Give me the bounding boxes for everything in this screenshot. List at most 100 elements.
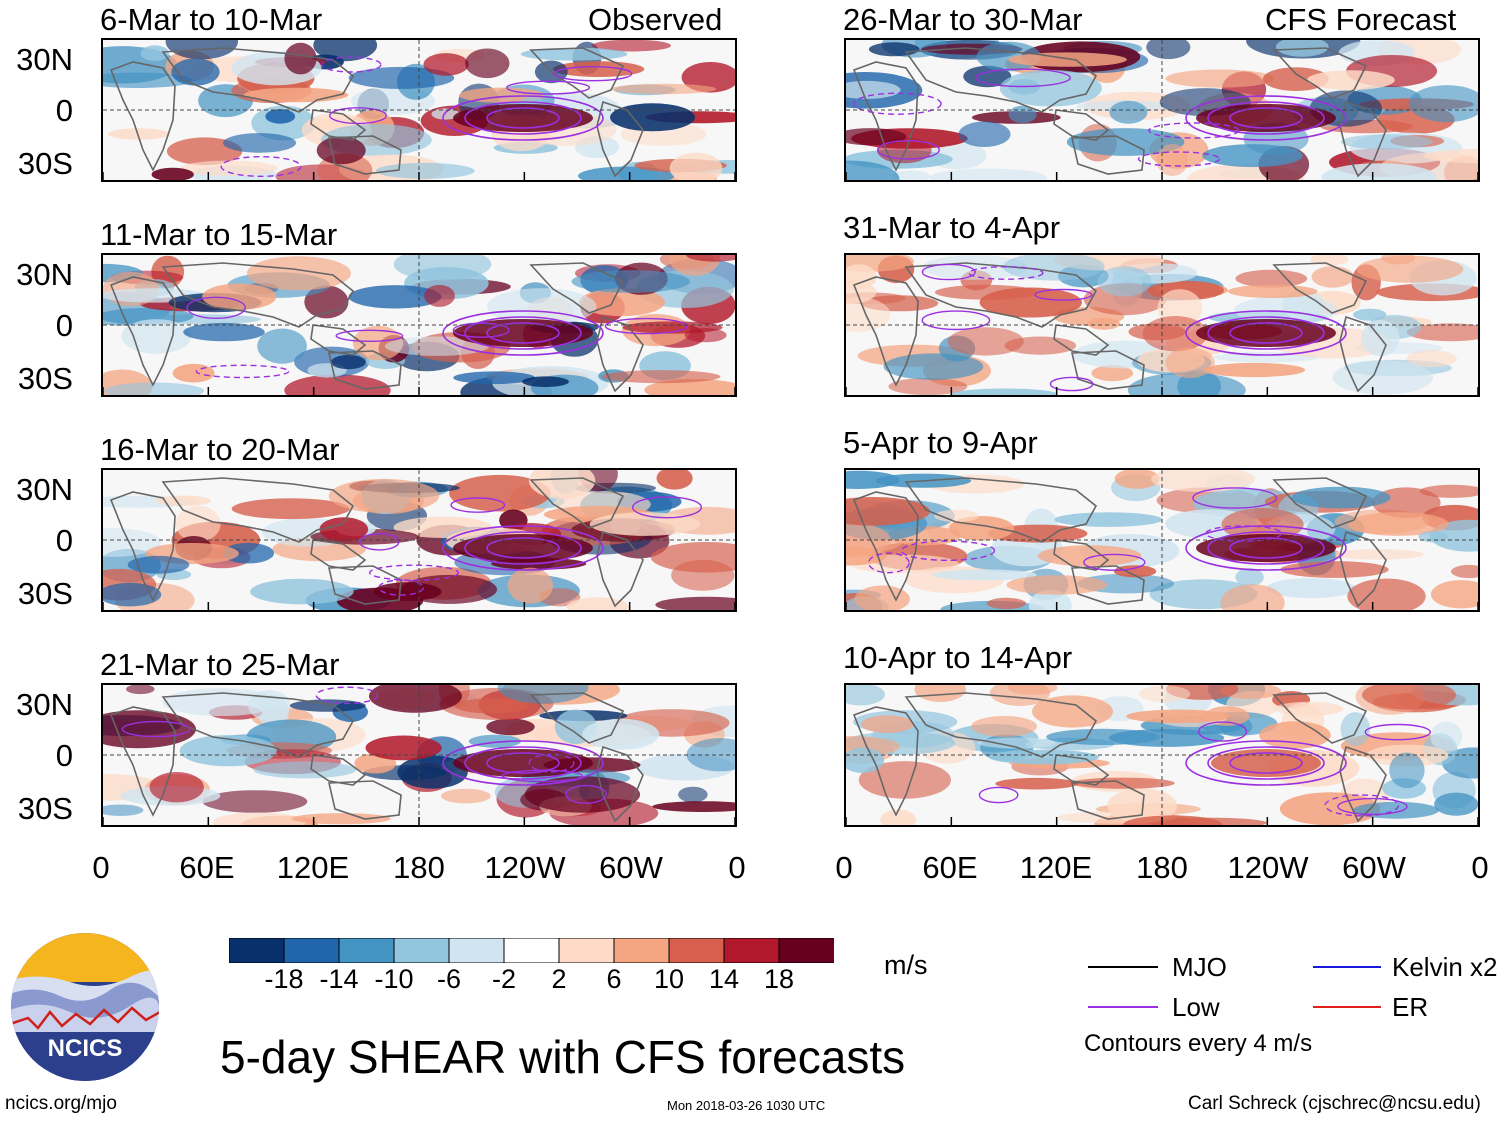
shear-anomaly-blob — [846, 160, 900, 180]
coastline — [161, 47, 355, 113]
shear-anomaly-blob — [934, 509, 979, 523]
shear-anomaly-blob — [1113, 565, 1157, 578]
low-contour — [329, 107, 387, 125]
shear-anomaly-blob — [1007, 685, 1058, 695]
legend-line-kelvin — [1313, 966, 1381, 968]
map-panel-obs-2 — [101, 253, 737, 397]
low-contour — [1185, 95, 1347, 141]
coastline — [310, 539, 367, 571]
low-contour — [1185, 740, 1347, 786]
shear-anomaly-blob — [610, 103, 695, 132]
footer-credit: Carl Schreck (cjschrec@ncsu.edu) — [1188, 1093, 1481, 1114]
low-contour — [921, 263, 976, 281]
coastline — [529, 477, 625, 529]
low-contour — [1324, 794, 1400, 817]
shear-anomaly-blob — [284, 42, 317, 75]
low-contour — [486, 322, 560, 344]
shear-anomaly-blob — [212, 812, 306, 825]
lat-label-30s: 30S — [17, 791, 73, 826]
shear-anomaly-blob — [1311, 266, 1354, 288]
shear-anomaly-blob — [1280, 561, 1389, 578]
low-contour — [442, 310, 604, 356]
coastline — [1053, 109, 1110, 141]
shear-anomaly-blob — [999, 69, 1102, 107]
shear-anomaly-blob — [172, 363, 215, 383]
shear-anomaly-blob — [528, 470, 596, 499]
lon-label-120e: 120E — [1019, 850, 1093, 885]
shear-anomaly-blob — [860, 715, 914, 733]
shear-anomaly-blob — [655, 596, 735, 610]
legend-line-er — [1313, 1006, 1381, 1008]
lon-label-0: 0 — [835, 850, 853, 885]
shear-anomaly-blob — [669, 152, 723, 180]
shear-anomaly-blob — [1279, 792, 1381, 825]
shear-anomaly-blob — [524, 776, 641, 813]
shear-anomaly-blob — [487, 288, 597, 326]
shear-anomaly-blob — [155, 495, 211, 507]
shear-anomaly-blob — [846, 297, 891, 332]
shear-anomaly-blob — [601, 370, 721, 384]
shear-anomaly-blob — [686, 738, 735, 772]
coastline — [852, 706, 919, 817]
lat-label-eq: 0 — [55, 93, 73, 128]
shear-anomaly-blob — [1434, 792, 1478, 816]
lat-label-eq: 0 — [55, 308, 73, 343]
lon-label-60w: 60W — [1342, 850, 1406, 885]
low-contour — [1185, 310, 1347, 356]
legend-line-mjo — [1088, 966, 1158, 968]
shear-anomaly-blob — [684, 328, 727, 343]
cfs-forecast-label: CFS Forecast — [1265, 2, 1457, 37]
shear-anomaly-blob — [423, 53, 469, 76]
low-contour — [1207, 316, 1325, 350]
shear-anomaly-blob — [465, 48, 510, 79]
coastline — [1272, 47, 1368, 99]
colorbar-swatch — [393, 937, 450, 964]
panel-title-obs-2: 11-Mar to 15-Mar — [100, 217, 338, 252]
colorbar-tick-label: -10 — [374, 964, 414, 994]
low-contour — [900, 540, 996, 561]
shear-anomaly-blob — [243, 87, 349, 103]
lat-label-eq: 0 — [55, 523, 73, 558]
shear-anomaly-blob — [963, 65, 1012, 88]
shear-anomaly-blob — [1389, 752, 1425, 789]
shear-anomaly-blob — [330, 355, 366, 370]
shear-anomaly-blob — [1203, 362, 1306, 378]
shear-anomaly-blob — [1165, 69, 1274, 88]
shear-anomaly-blob — [1071, 777, 1175, 789]
shear-anomaly-blob — [250, 578, 354, 605]
low-contour — [186, 296, 246, 319]
colorbar-swatch — [723, 937, 780, 964]
shear-anomaly-blob — [291, 813, 391, 825]
shear-anomaly-blob — [424, 284, 455, 307]
shear-anomaly-blob — [1424, 148, 1478, 164]
lon-label-60e: 60E — [179, 850, 235, 885]
shear-anomaly-blob — [348, 66, 455, 89]
map-panel-fcst-4 — [844, 683, 1480, 827]
shear-anomaly-blob — [375, 162, 475, 179]
shear-anomaly-blob — [929, 168, 1047, 180]
low-contour — [121, 720, 191, 738]
low-contour — [1198, 721, 1248, 742]
map-panel-obs-3 — [101, 468, 737, 612]
shear-anomaly-blob — [449, 474, 551, 512]
low-contour — [1185, 525, 1347, 571]
lon-label-0-end: 0 — [1471, 850, 1489, 885]
shear-anomaly-blob — [1259, 721, 1331, 749]
lat-label-30n: 30N — [16, 472, 73, 507]
panel-title-fcst-2: 31-Mar to 4-Apr — [843, 210, 1061, 245]
low-contour — [506, 80, 591, 95]
low-contour — [632, 496, 703, 519]
shear-anomaly-blob — [369, 685, 462, 713]
coastline — [1071, 350, 1145, 390]
shear-anomaly-blob — [846, 747, 885, 773]
shear-anomaly-blob — [652, 801, 735, 812]
shear-anomaly-blob — [1220, 584, 1285, 610]
coastline — [852, 276, 919, 387]
shear-anomaly-blob — [1340, 712, 1371, 747]
colorbar-swatch — [778, 937, 835, 964]
shear-anomaly-blob — [958, 121, 1011, 147]
shear-anomaly-blob — [1321, 163, 1437, 180]
shear-anomaly-blob — [1262, 67, 1329, 91]
coastline — [109, 276, 176, 387]
shear-anomaly-blob — [650, 542, 735, 573]
